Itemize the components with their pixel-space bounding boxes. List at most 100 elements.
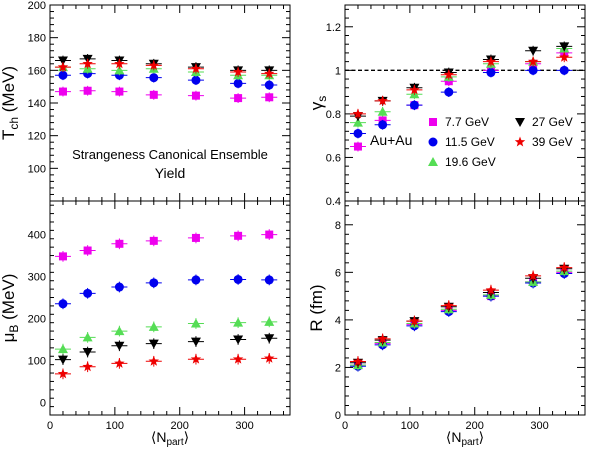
data-point [409,84,420,95]
data-point [559,51,570,62]
annotation: Strangeness Canonical Ensemble [72,147,268,162]
panel-top-right: 0.4 0.6 0.8 1 1.2 γs Au+Au [307,4,586,208]
data-point [486,68,496,78]
series-11-5-GeV [54,274,278,310]
data-point [232,66,244,77]
y-tick-label: 100 [28,355,46,367]
x-axis-label: ⟨Npart⟩ [446,429,484,448]
y-tick-label: 200 [28,0,46,12]
legend-marker [515,118,525,127]
legend-marker [514,136,526,147]
legend: 7.7 GeV 27 GeV 11.5 GeV 39 GeV 19.6 GeV [428,115,573,169]
legend-marker [428,137,438,147]
series-27-GeV [54,332,278,365]
data-point [233,78,243,88]
y-axis-label: μB (MeV) [0,274,21,343]
data-point [57,61,69,72]
legend-item: 27 GeV [515,115,573,129]
data-point [57,344,68,354]
data-point [264,334,275,344]
data-point [232,353,244,364]
panel-bottom-right: 0 2 4 6 8 0 100 200 300 R (fm) ⟨Npart⟩ [307,200,586,448]
data-point [264,80,274,90]
legend-label: 7.7 GeV [445,115,489,129]
y-axis-label: γs [307,96,329,111]
legend-marker [428,157,438,166]
annotation: Au+Au [370,132,412,148]
y-tick-label: 0 [335,410,341,422]
panel-frame [344,200,586,416]
data-point [265,230,274,239]
data-point [485,56,497,67]
legend-item: 7.7 GeV [429,115,489,129]
data-point [409,315,420,326]
legend-label: 39 GeV [532,135,573,149]
data-point [148,321,159,331]
data-point [353,142,362,151]
y-tick-label: 120 [28,131,46,143]
data-point [559,42,570,52]
data-point [149,236,158,245]
series-27-GeV [349,263,573,369]
data-point [82,58,93,69]
y-axis-label: R (fm) [307,284,326,331]
data-point [148,59,160,70]
y-tick-label: 180 [28,33,46,45]
data-point [409,100,419,110]
x-tick-label: 0 [47,420,53,432]
data-point [527,56,539,67]
data-point [528,65,538,75]
data-point [149,278,159,288]
x-tick-label: 100 [401,420,419,432]
series-39-GeV [349,51,573,119]
data-point [114,326,125,336]
data-point [148,339,159,349]
x-tick-label: 0 [342,420,348,432]
series-19-6-GeV [349,265,573,371]
annotation: Yield [155,165,186,181]
legend-label: 27 GeV [532,115,573,129]
data-point [265,93,274,102]
data-point [377,95,388,106]
data-point [82,348,93,358]
x-tick-label: 100 [106,420,124,432]
legend-item: 39 GeV [514,135,573,149]
data-point [234,94,243,103]
y-tick-label: 400 [28,230,46,242]
y-tick-label: 2 [335,362,341,374]
y-tick-label: 8 [335,220,341,232]
data-point [485,284,497,295]
x-tick-label: 200 [171,420,189,432]
data-point [190,63,202,74]
y-tick-label: 160 [28,65,46,77]
x-tick-label: 200 [466,420,484,432]
series-19-6-GeV [54,316,278,355]
data-point [264,68,275,79]
data-point [58,299,68,309]
data-point [114,65,125,75]
data-point [190,353,202,364]
data-point [190,337,201,347]
data-point [57,56,68,66]
data-point [264,275,274,285]
series-39-GeV [54,352,278,380]
data-point [443,300,455,311]
y-tick-label: 140 [28,98,46,110]
data-point [148,355,160,366]
data-point [443,69,455,80]
legend-label: 19.6 GeV [445,155,496,169]
series-11-5-GeV [349,65,573,139]
x-tick-label: 300 [235,420,253,432]
data-point [114,58,125,69]
data-point [82,332,93,342]
data-point [114,282,124,292]
data-point [559,65,569,75]
data-point [83,246,92,255]
y-tick-label: 0 [40,397,46,409]
data-point [57,368,69,379]
data-point [352,356,364,366]
data-point [115,239,124,248]
data-point [190,318,201,328]
data-point [233,317,244,327]
data-point [353,128,363,138]
